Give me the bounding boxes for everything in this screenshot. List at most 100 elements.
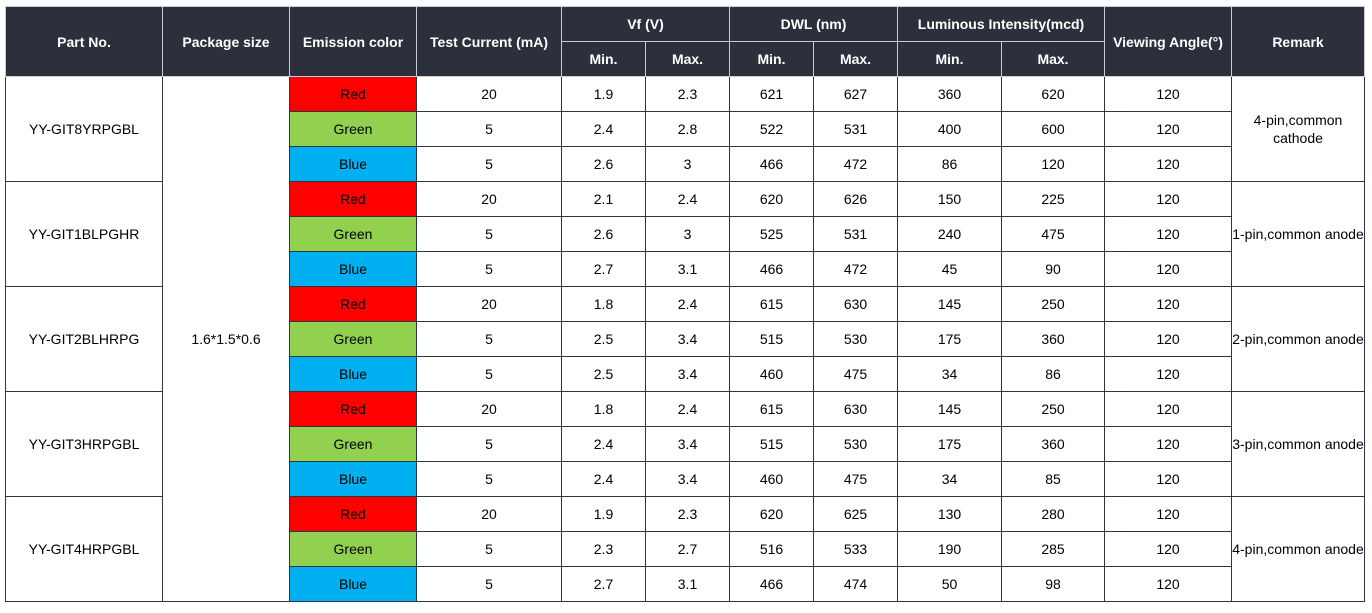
viewing-angle-cell: 120 xyxy=(1104,531,1232,567)
emission-color-cell: Red xyxy=(289,391,417,427)
remark-cell: 2-pin,common anode xyxy=(1231,286,1365,392)
vf-max-cell: 2.7 xyxy=(645,531,730,567)
iv-max-cell: 250 xyxy=(1001,286,1105,322)
viewing-angle-cell: 120 xyxy=(1104,426,1232,462)
vf-min-cell: 1.9 xyxy=(561,76,646,112)
iv-max-cell: 86 xyxy=(1001,356,1105,392)
iv-min-cell: 150 xyxy=(897,181,1002,217)
dwl-max-cell: 530 xyxy=(813,426,898,462)
remark-cell: 3-pin,common anode xyxy=(1231,391,1365,497)
dwl-max-cell: 630 xyxy=(813,286,898,322)
emission-color-cell: Green xyxy=(289,531,417,567)
emission-color-cell: Red xyxy=(289,181,417,217)
vf-min-cell: 2.7 xyxy=(561,251,646,287)
dwl-max-cell: 531 xyxy=(813,111,898,147)
vf-max-cell: 3.4 xyxy=(645,321,730,357)
table-row: Blue 5 2.4 3.4 460 475 34 85 120 xyxy=(6,461,1365,497)
viewing-angle-cell: 120 xyxy=(1104,216,1232,252)
header-dwl: DWL (nm) xyxy=(729,6,898,42)
iv-max-cell: 360 xyxy=(1001,426,1105,462)
part-no-cell: YY-GIT2BLHRPG xyxy=(5,286,163,392)
led-spec-table: Part No. Package size Emission color Tes… xyxy=(5,6,1365,602)
table-row: Green 5 2.5 3.4 515 530 175 360 120 xyxy=(6,321,1365,357)
table-row: YY-GIT4HRPGBL Red 20 1.9 2.3 620 625 130 280 120 4… xyxy=(5,496,1365,602)
test-current-cell: 5 xyxy=(416,531,562,567)
emission-color-cell: Red xyxy=(289,496,417,532)
dwl-max-cell: 530 xyxy=(813,321,898,357)
vf-min-cell: 2.6 xyxy=(561,146,646,182)
test-current-cell: 5 xyxy=(416,251,562,287)
part-no-cell: YY-GIT1BLPGHR xyxy=(5,181,163,287)
iv-max-cell: 600 xyxy=(1001,111,1105,147)
vf-max-cell: 3.1 xyxy=(645,566,730,602)
viewing-angle-cell: 120 xyxy=(1104,461,1232,497)
emission-color-cell: Red xyxy=(289,76,417,112)
dwl-max-cell: 475 xyxy=(813,461,898,497)
dwl-max-cell: 627 xyxy=(813,76,898,112)
header-part-no: Part No. xyxy=(5,6,163,77)
iv-max-cell: 285 xyxy=(1001,531,1105,567)
viewing-angle-cell: 120 xyxy=(1104,146,1232,182)
header-test-current: Test Current (mA) xyxy=(416,6,562,77)
vf-min-cell: 2.1 xyxy=(561,181,646,217)
test-current-cell: 5 xyxy=(416,146,562,182)
vf-max-cell: 2.3 xyxy=(645,496,730,532)
remark-cell: 4-pin,common cathode xyxy=(1231,76,1365,182)
vf-min-cell: 2.5 xyxy=(561,356,646,392)
dwl-min-cell: 515 xyxy=(729,426,814,462)
emission-color-cell: Blue xyxy=(289,251,417,287)
dwl-min-cell: 615 xyxy=(729,286,814,322)
vf-min-cell: 2.6 xyxy=(561,216,646,252)
viewing-angle-cell: 120 xyxy=(1104,496,1232,532)
iv-min-cell: 240 xyxy=(897,216,1002,252)
vf-min-cell: 2.3 xyxy=(561,531,646,567)
dwl-max-cell: 472 xyxy=(813,251,898,287)
table-row: Green 5 2.4 2.8 522 531 400 600 120 xyxy=(6,111,1365,147)
dwl-max-cell: 630 xyxy=(813,391,898,427)
dwl-min-cell: 460 xyxy=(729,356,814,392)
vf-min-cell: 2.7 xyxy=(561,566,646,602)
iv-max-cell: 280 xyxy=(1001,496,1105,532)
table-row: Green 5 2.6 3 525 531 240 475 120 xyxy=(6,216,1365,252)
header-package-size: Package size xyxy=(162,6,290,77)
test-current-cell: 5 xyxy=(416,356,562,392)
part-no-cell: YY-GIT4HRPGBL xyxy=(5,496,163,602)
test-current-cell: 5 xyxy=(416,461,562,497)
emission-color-cell: Blue xyxy=(289,146,417,182)
table-header: Part No. Package size Emission color Tes… xyxy=(5,6,1365,77)
emission-color-cell: Green xyxy=(289,321,417,357)
viewing-angle-cell: 120 xyxy=(1104,111,1232,147)
iv-min-cell: 86 xyxy=(897,146,1002,182)
vf-min-cell: 2.4 xyxy=(561,461,646,497)
test-current-cell: 5 xyxy=(416,426,562,462)
iv-min-cell: 34 xyxy=(897,356,1002,392)
dwl-min-cell: 522 xyxy=(729,111,814,147)
vf-max-cell: 3.1 xyxy=(645,251,730,287)
iv-min-cell: 190 xyxy=(897,531,1002,567)
viewing-angle-cell: 120 xyxy=(1104,391,1232,427)
iv-min-cell: 175 xyxy=(897,321,1002,357)
iv-max-cell: 475 xyxy=(1001,216,1105,252)
iv-min-cell: 34 xyxy=(897,461,1002,497)
dwl-min-cell: 466 xyxy=(729,251,814,287)
dwl-min-cell: 621 xyxy=(729,76,814,112)
table-row: Blue 5 2.5 3.4 460 475 34 86 120 xyxy=(6,356,1365,392)
test-current-cell: 20 xyxy=(416,76,562,112)
vf-max-cell: 3.4 xyxy=(645,356,730,392)
header-iv-max: Max. xyxy=(1001,41,1105,77)
emission-color-cell: Blue xyxy=(289,566,417,602)
dwl-min-cell: 615 xyxy=(729,391,814,427)
part-no-cell: YY-GIT3HRPGBL xyxy=(5,391,163,497)
iv-min-cell: 175 xyxy=(897,426,1002,462)
iv-max-cell: 120 xyxy=(1001,146,1105,182)
test-current-cell: 20 xyxy=(416,391,562,427)
iv-max-cell: 98 xyxy=(1001,566,1105,602)
vf-min-cell: 1.8 xyxy=(561,391,646,427)
vf-max-cell: 3 xyxy=(645,216,730,252)
vf-min-cell: 1.8 xyxy=(561,286,646,322)
header-remark: Remark xyxy=(1231,6,1365,77)
remark-cell: 4-pin,common anode xyxy=(1231,496,1365,602)
iv-min-cell: 50 xyxy=(897,566,1002,602)
emission-color-cell: Green xyxy=(289,216,417,252)
iv-min-cell: 45 xyxy=(897,251,1002,287)
